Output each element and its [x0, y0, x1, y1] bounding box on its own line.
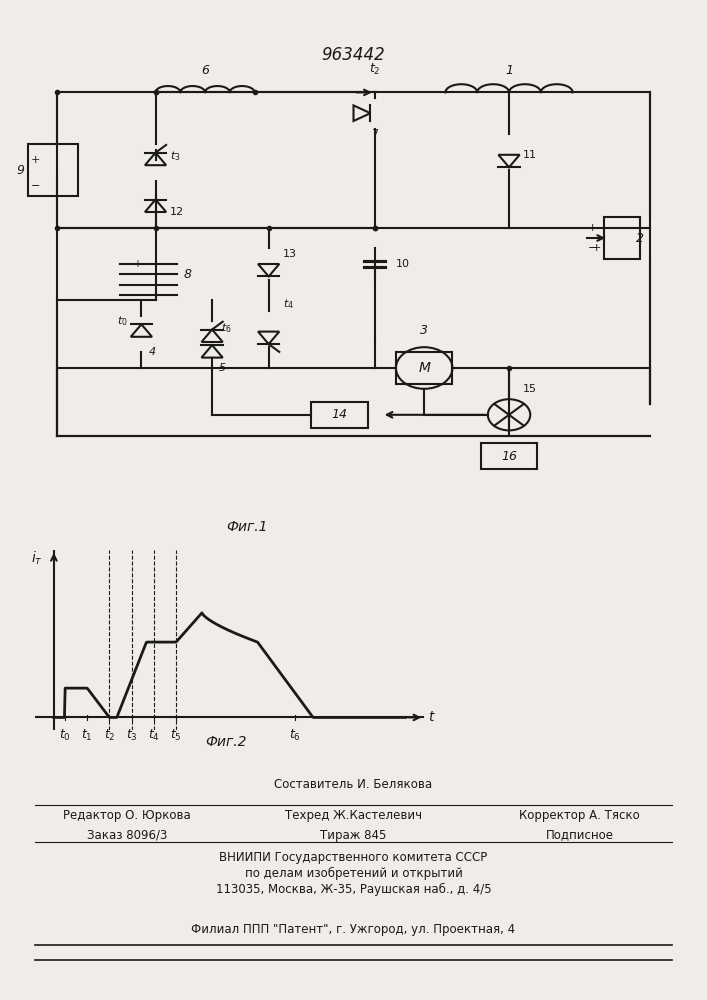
Text: 14: 14	[332, 408, 347, 421]
Text: 4: 4	[148, 347, 156, 357]
Text: −: −	[592, 223, 601, 233]
Text: ВНИИПИ Государственного комитета СССР: ВНИИПИ Государственного комитета СССР	[219, 850, 488, 864]
Text: $t_4$: $t_4$	[283, 297, 293, 311]
Text: Техред Ж.Кастелевич: Техред Ж.Кастелевич	[285, 808, 422, 822]
Text: $t_2$: $t_2$	[369, 62, 380, 77]
Text: Фиг.2: Фиг.2	[206, 735, 247, 749]
Bar	[604, 217, 640, 259]
Text: −: −	[588, 243, 597, 253]
Text: Составитель И. Белякова: Составитель И. Белякова	[274, 778, 433, 792]
Text: Заказ 8096/3: Заказ 8096/3	[87, 828, 168, 842]
Text: $t_0$: $t_0$	[117, 314, 127, 328]
Text: $t_6$: $t_6$	[221, 321, 232, 335]
Text: $t_5$: $t_5$	[170, 728, 182, 743]
Text: $i_т$: $i_т$	[31, 550, 42, 567]
Text: +: +	[134, 259, 141, 269]
Text: $t$: $t$	[428, 710, 436, 724]
Text: $t_1$: $t_1$	[81, 728, 93, 743]
Bar	[28, 144, 78, 196]
Text: Редактор О. Юркова: Редактор О. Юркова	[64, 808, 191, 822]
Text: 15: 15	[523, 384, 537, 394]
Text: 8: 8	[184, 268, 192, 281]
Text: 5: 5	[219, 363, 226, 373]
Text: 10: 10	[396, 259, 410, 269]
Text: 16: 16	[501, 450, 517, 463]
Bar	[481, 443, 537, 469]
Text: 11: 11	[523, 150, 537, 160]
Text: $t_3$: $t_3$	[170, 150, 180, 163]
Text: Подписное: Подписное	[546, 828, 614, 842]
Text: 1: 1	[505, 64, 513, 77]
Text: 3: 3	[420, 324, 428, 337]
Text: по делам изобретений и открытий: по делам изобретений и открытий	[245, 866, 462, 880]
Text: 113035, Москва, Ж-35, Раушская наб., д. 4/5: 113035, Москва, Ж-35, Раушская наб., д. …	[216, 882, 491, 896]
Text: $t_0$: $t_0$	[59, 728, 71, 743]
Text: Фиг.1: Фиг.1	[227, 520, 268, 534]
Bar	[311, 402, 368, 428]
Text: 6: 6	[201, 64, 209, 77]
Text: Тираж 845: Тираж 845	[320, 828, 387, 842]
Text: +: +	[30, 155, 40, 165]
Text: Филиал ППП "Патент", г. Ужгород, ул. Проектная, 4: Филиал ППП "Патент", г. Ужгород, ул. Про…	[192, 924, 515, 936]
Text: $t_3$: $t_3$	[126, 728, 138, 743]
Text: 2: 2	[636, 232, 644, 244]
Text: M: M	[419, 361, 430, 375]
Bar	[396, 352, 452, 384]
Text: 963442: 963442	[322, 46, 385, 64]
Text: +: +	[592, 243, 601, 253]
Text: −: −	[134, 280, 141, 290]
Text: 7: 7	[371, 129, 378, 139]
Text: $t_2$: $t_2$	[104, 728, 115, 743]
Text: 13: 13	[283, 249, 297, 259]
Text: −: −	[30, 181, 40, 191]
Text: $t_4$: $t_4$	[148, 728, 160, 743]
Text: $t_6$: $t_6$	[288, 728, 300, 743]
Text: Корректор А. Тяско: Корректор А. Тяско	[520, 808, 640, 822]
Text: +: +	[588, 223, 597, 233]
Text: 9: 9	[17, 164, 25, 177]
Text: 12: 12	[170, 207, 184, 217]
